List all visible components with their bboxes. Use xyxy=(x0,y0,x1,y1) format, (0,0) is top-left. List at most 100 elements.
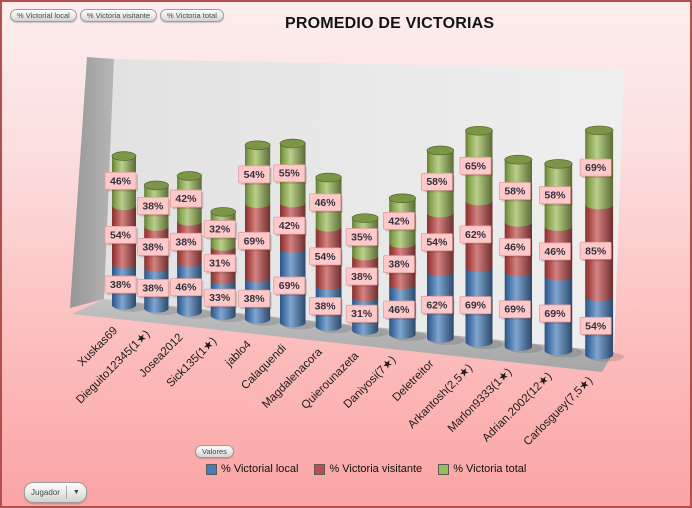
data-label: 32% xyxy=(203,220,238,240)
svg-text:32%: 32% xyxy=(209,224,231,236)
values-field-button[interactable]: Valores xyxy=(195,445,234,458)
svg-text:54%: 54% xyxy=(244,169,266,181)
svg-text:46%: 46% xyxy=(110,175,132,187)
data-label: 54% xyxy=(104,225,138,246)
data-label: 69% xyxy=(238,231,272,252)
floor xyxy=(72,299,614,372)
legend-label: % Victorial local xyxy=(221,463,299,475)
legend-item-3[interactable]: % Victoria total xyxy=(438,463,526,475)
field-button-victoria-total[interactable]: % Victoria total xyxy=(160,9,224,22)
data-label: 69% xyxy=(579,158,614,179)
data-label: 54% xyxy=(579,316,614,337)
cylinder-top-cap xyxy=(315,172,342,183)
side-wall xyxy=(70,57,114,308)
data-label: 42% xyxy=(169,189,204,210)
svg-text:54%: 54% xyxy=(585,320,607,332)
legend-swatch xyxy=(206,463,217,475)
svg-text:46%: 46% xyxy=(504,242,526,254)
cylinder-top-cap xyxy=(210,207,236,217)
data-label: 46% xyxy=(309,193,343,213)
svg-text:38%: 38% xyxy=(110,279,132,291)
svg-text:33%: 33% xyxy=(209,292,231,304)
svg-text:38%: 38% xyxy=(142,282,164,294)
category-label: jablo4 xyxy=(223,338,254,369)
svg-text:46%: 46% xyxy=(175,282,197,294)
svg-text:85%: 85% xyxy=(585,245,607,257)
data-label: 69% xyxy=(539,304,573,324)
svg-text:69%: 69% xyxy=(504,304,526,316)
svg-text:69%: 69% xyxy=(244,235,266,247)
cylinder-top-cap xyxy=(143,180,169,191)
field-button-victorial-local[interactable]: % Victorial local xyxy=(10,9,77,22)
button-divider xyxy=(65,486,67,499)
svg-text:38%: 38% xyxy=(175,236,197,248)
data-label: 38% xyxy=(169,232,204,253)
data-label: 54% xyxy=(238,165,272,185)
data-label: 69% xyxy=(459,296,493,316)
data-label: 31% xyxy=(345,304,380,325)
cylinder-top-cap xyxy=(351,213,379,223)
data-label: 65% xyxy=(459,156,493,177)
svg-text:38%: 38% xyxy=(244,293,266,305)
svg-text:31%: 31% xyxy=(351,308,373,320)
data-label: 38% xyxy=(136,196,171,217)
data-label: 46% xyxy=(104,171,138,192)
cylinder-top-cap xyxy=(388,193,416,204)
svg-text:69%: 69% xyxy=(585,162,607,174)
data-label: 46% xyxy=(169,278,204,298)
svg-text:69%: 69% xyxy=(465,300,487,312)
svg-text:38%: 38% xyxy=(351,271,373,283)
legend-swatch xyxy=(438,463,450,475)
legend: % Victorial local % Victoria visitante % V… xyxy=(206,463,526,475)
cylinder-top-cap xyxy=(111,151,137,161)
svg-text:69%: 69% xyxy=(279,280,301,292)
svg-text:58%: 58% xyxy=(426,176,448,188)
svg-text:65%: 65% xyxy=(465,160,487,172)
cylinder-top-cap xyxy=(244,140,271,150)
svg-text:46%: 46% xyxy=(315,197,337,209)
data-label: 58% xyxy=(539,186,573,206)
legend-label: % Victoria visitante xyxy=(329,463,423,475)
cylinder-top-cap xyxy=(504,154,533,165)
category-label: Deletreitor xyxy=(390,358,436,404)
data-label: 38% xyxy=(136,279,171,299)
data-label: 69% xyxy=(498,300,533,320)
svg-text:54%: 54% xyxy=(315,251,337,263)
svg-text:58%: 58% xyxy=(504,185,526,197)
chart-title: PROMEDIO DE VICTORIAS xyxy=(285,15,495,32)
data-label: 46% xyxy=(382,300,417,320)
data-label: 69% xyxy=(273,276,307,297)
data-label: 85% xyxy=(579,241,614,262)
svg-text:38%: 38% xyxy=(142,200,164,212)
svg-text:46%: 46% xyxy=(544,246,566,258)
data-label: 58% xyxy=(498,182,533,202)
cylinder-top-cap xyxy=(584,125,614,136)
data-label: 33% xyxy=(203,288,238,309)
cylinder-top-cap xyxy=(544,159,573,169)
cylinder-top-cap xyxy=(176,171,203,181)
svg-text:62%: 62% xyxy=(465,229,487,241)
svg-text:38%: 38% xyxy=(388,259,410,271)
pivot-field-buttons: % Victorial local % Victoria visitante %… xyxy=(10,9,224,22)
svg-text:55%: 55% xyxy=(279,168,301,180)
svg-text:69%: 69% xyxy=(544,308,566,320)
data-label: 54% xyxy=(420,233,455,253)
data-label: 62% xyxy=(459,225,493,245)
svg-text:62%: 62% xyxy=(426,299,448,311)
jugador-axis-field-button[interactable]: Jugador ▼ xyxy=(24,482,87,503)
data-label: 54% xyxy=(309,247,343,267)
data-label: 42% xyxy=(273,216,307,237)
field-button-victoria-visitante[interactable]: % Victoria visitante xyxy=(79,9,158,22)
cylinder-top-cap xyxy=(426,145,455,156)
data-label: 55% xyxy=(273,164,307,184)
legend-item-1[interactable]: % Victorial local xyxy=(206,463,298,475)
data-label: 31% xyxy=(203,254,238,274)
svg-text:42%: 42% xyxy=(388,215,410,227)
data-labels: 38% 54% 46% 38% 38% 38% 46% 38% 42% 33% 31% 32% 38% 6… xyxy=(104,156,614,337)
legend-item-2[interactable]: % Victoria visitante xyxy=(314,463,422,475)
data-label: 46% xyxy=(498,238,533,258)
data-label: 38% xyxy=(238,289,272,310)
data-label: 46% xyxy=(539,242,573,262)
data-label: 42% xyxy=(382,212,417,232)
